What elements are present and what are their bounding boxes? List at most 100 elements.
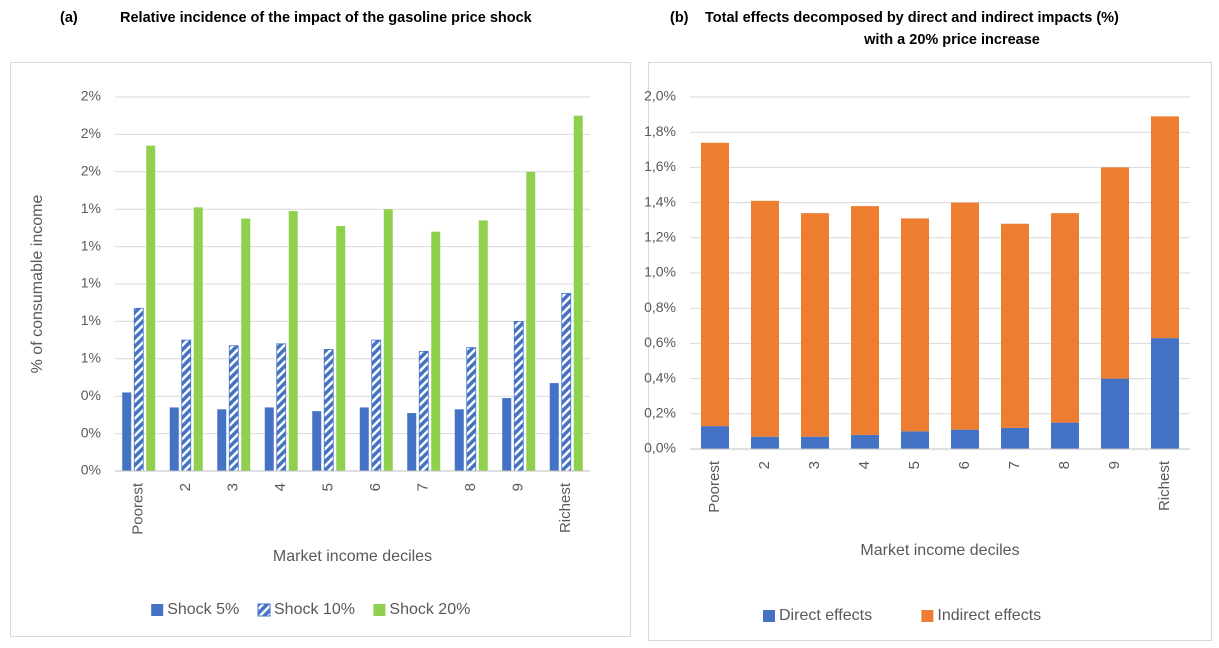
x-tick-label: 6 <box>956 461 973 469</box>
bar <box>169 407 179 471</box>
y-tick-label: 0% <box>81 387 101 403</box>
legend-swatch <box>151 604 164 616</box>
x-tick-label: 5 <box>320 483 337 491</box>
y-tick-label: 0,0% <box>644 440 676 456</box>
bar <box>383 209 393 471</box>
x-tick-label: 2 <box>177 483 194 491</box>
y-tick-label: 1,2% <box>644 229 676 245</box>
legend-swatch <box>763 610 775 622</box>
chart-title: with a 20% price increase <box>863 32 1040 48</box>
bar <box>573 115 583 471</box>
y-tick-label: 1% <box>81 200 101 216</box>
y-tick-label: 2% <box>81 88 101 104</box>
y-tick-label: 1% <box>81 312 101 328</box>
y-tick-label: 2,0% <box>644 88 676 104</box>
bar-segment <box>1001 427 1029 449</box>
legend-swatch <box>373 604 386 616</box>
x-tick-label: 7 <box>415 483 432 491</box>
bar <box>276 343 287 472</box>
bar-segment <box>801 436 829 449</box>
x-tick-label: 9 <box>1106 461 1123 469</box>
bar <box>466 347 477 472</box>
bar <box>549 383 559 471</box>
bar-segment <box>1151 338 1179 449</box>
bar <box>133 307 144 472</box>
y-tick-label: 1,4% <box>644 193 676 209</box>
x-tick-label: Richest <box>557 482 574 533</box>
bar <box>418 350 429 472</box>
x-tick-label: 6 <box>367 483 384 491</box>
bar-segment <box>1001 223 1029 428</box>
legend-label: Shock 5% <box>167 601 239 618</box>
bar <box>359 407 369 471</box>
y-tick-label: 1% <box>81 350 101 366</box>
y-tick-label: 1% <box>81 275 101 291</box>
bar <box>454 409 464 471</box>
bar <box>526 171 536 472</box>
bar-segment <box>951 429 979 449</box>
bar-segment <box>951 202 979 430</box>
bar-segment <box>1051 213 1079 423</box>
chart-title: Relative incidence of the impact of the … <box>120 10 533 26</box>
legend-label: Direct effects <box>779 607 872 624</box>
x-tick-label: 4 <box>856 461 873 469</box>
bar <box>371 339 382 472</box>
y-tick-label: 1% <box>81 237 101 253</box>
x-tick-label: 3 <box>806 461 823 469</box>
x-tick-label: Poorest <box>706 460 723 513</box>
bar <box>181 339 192 472</box>
legend-swatch <box>921 610 934 622</box>
bar <box>502 398 512 471</box>
y-tick-label: 0,4% <box>644 369 676 385</box>
x-tick-label: 4 <box>272 483 289 491</box>
y-tick-label: 0% <box>81 462 101 478</box>
y-tick-label: 1,8% <box>644 123 676 139</box>
legend-label: Shock 20% <box>389 601 470 618</box>
bar-segment <box>701 142 729 427</box>
bar-segment <box>1101 167 1129 379</box>
bar <box>288 211 298 471</box>
bar <box>513 320 524 472</box>
y-tick-label: 1,6% <box>644 158 676 174</box>
x-tick-label: 5 <box>906 461 923 469</box>
y-tick-label: 0,8% <box>644 299 676 315</box>
bar-segment <box>1151 116 1179 339</box>
bar <box>323 349 334 472</box>
bar <box>146 145 156 471</box>
bar-segment <box>901 218 929 432</box>
y-tick-label: 2% <box>81 125 101 141</box>
legend-label: Shock 10% <box>274 601 355 618</box>
bar <box>561 292 572 472</box>
x-tick-label: Richest <box>1156 460 1173 511</box>
bar-segment <box>901 431 929 449</box>
bar-segment <box>1051 422 1079 449</box>
legend-label: Indirect effects <box>937 607 1041 624</box>
x-tick-label: Poorest <box>130 482 147 535</box>
y-tick-label: 0% <box>81 424 101 440</box>
y-tick-label: 2% <box>81 163 101 179</box>
x-tick-label: 8 <box>462 483 479 491</box>
bar <box>217 409 227 471</box>
x-tick-label: 8 <box>1056 461 1073 469</box>
bar-segment <box>851 206 879 435</box>
bar-segment <box>801 213 829 437</box>
chart-title: Total effects decomposed by direct and i… <box>705 10 1119 26</box>
bar-segment <box>751 436 779 449</box>
y-axis-label: % of consumable income <box>29 195 46 374</box>
x-axis-label: Market income deciles <box>860 542 1019 559</box>
bar-segment <box>1101 378 1129 449</box>
bar <box>336 226 346 471</box>
x-axis-label: Market income deciles <box>273 548 432 565</box>
bar <box>312 411 322 471</box>
bar-segment <box>751 200 779 437</box>
bar <box>241 218 251 471</box>
bar <box>478 220 488 471</box>
x-tick-label: 3 <box>225 483 242 491</box>
panel-label: (b) <box>670 10 689 26</box>
bar <box>431 231 441 471</box>
x-tick-label: 7 <box>1006 461 1023 469</box>
panel-label: (a) <box>60 10 78 26</box>
bar <box>122 392 132 471</box>
